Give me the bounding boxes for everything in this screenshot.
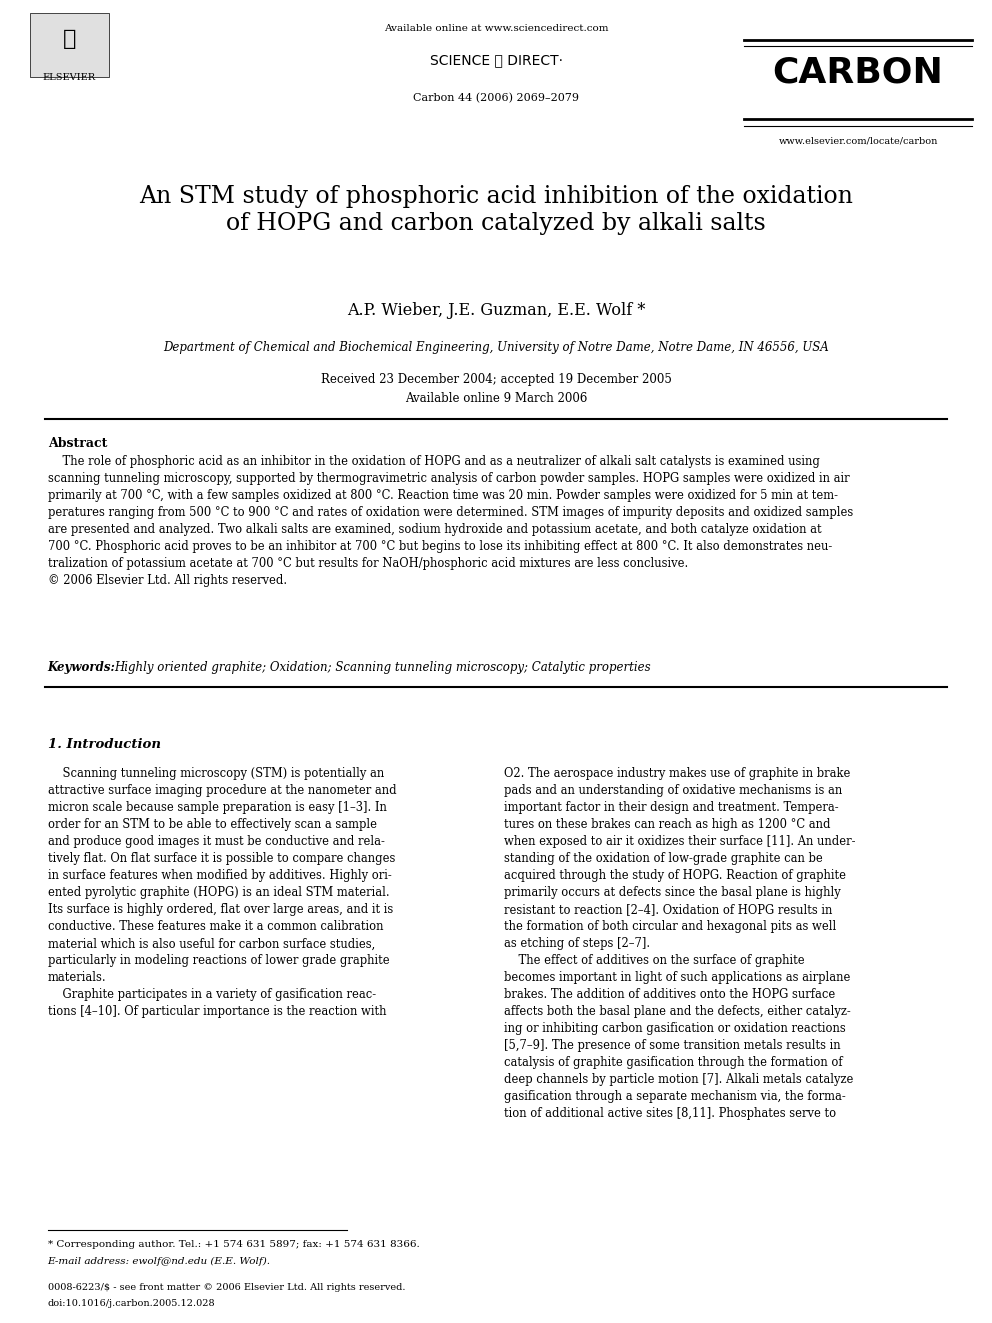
Text: ELSEVIER: ELSEVIER [43,73,96,82]
Bar [30,13,109,77]
Text: 0008-6223/$ - see front matter © 2006 Elsevier Ltd. All rights reserved.: 0008-6223/$ - see front matter © 2006 El… [48,1283,405,1293]
Text: E-mail address: ewolf@nd.edu (E.E. Wolf).: E-mail address: ewolf@nd.edu (E.E. Wolf)… [48,1257,271,1266]
Text: CARBON: CARBON [773,56,943,90]
Text: Scanning tunneling microscopy (STM) is potentially an
attractive surface imaging: Scanning tunneling microscopy (STM) is p… [48,767,396,1019]
Text: Received 23 December 2004; accepted 19 December 2005: Received 23 December 2004; accepted 19 D… [320,373,672,386]
Text: * Corresponding author. Tel.: +1 574 631 5897; fax: +1 574 631 8366.: * Corresponding author. Tel.: +1 574 631… [48,1240,420,1249]
Text: Department of Chemical and Biochemical Engineering, University of Notre Dame, No: Department of Chemical and Biochemical E… [163,341,829,355]
Text: The role of phosphoric acid as an inhibitor in the oxidation of HOPG and as a ne: The role of phosphoric acid as an inhibi… [48,455,853,587]
Text: doi:10.1016/j.carbon.2005.12.028: doi:10.1016/j.carbon.2005.12.028 [48,1299,215,1308]
Text: An STM study of phosphoric acid inhibition of the oxidation
of HOPG and carbon c: An STM study of phosphoric acid inhibiti… [139,185,853,234]
Text: 🌳: 🌳 [62,29,76,49]
Text: O2. The aerospace industry makes use of graphite in brake
pads and an understand: O2. The aerospace industry makes use of … [504,767,855,1121]
Text: Carbon 44 (2006) 2069–2079: Carbon 44 (2006) 2069–2079 [413,93,579,103]
Text: Available online 9 March 2006: Available online 9 March 2006 [405,392,587,405]
Text: Highly oriented graphite; Oxidation; Scanning tunneling microscopy; Catalytic pr: Highly oriented graphite; Oxidation; Sca… [114,662,651,675]
Text: Abstract: Abstract [48,437,107,450]
Text: 1. Introduction: 1. Introduction [48,738,161,751]
Text: Available online at www.sciencedirect.com: Available online at www.sciencedirect.co… [384,24,608,33]
Text: SCIENCE ⓐ DIRECT·: SCIENCE ⓐ DIRECT· [430,53,562,67]
Text: Keywords:: Keywords: [48,662,115,675]
Text: www.elsevier.com/locate/carbon: www.elsevier.com/locate/carbon [779,136,937,146]
Text: A.P. Wieber, J.E. Guzman, E.E. Wolf *: A.P. Wieber, J.E. Guzman, E.E. Wolf * [347,302,645,319]
